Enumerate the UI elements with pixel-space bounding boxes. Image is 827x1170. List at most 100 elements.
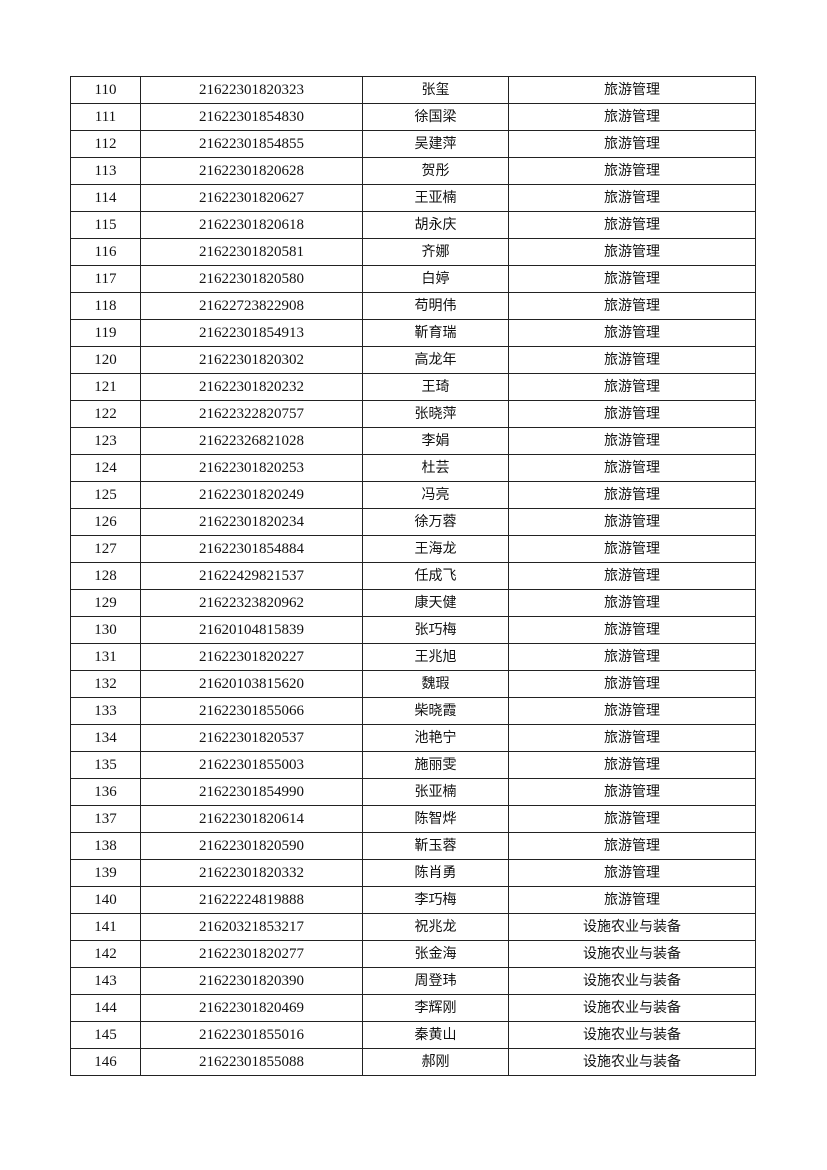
student-id-cell: 21622301820628 <box>140 157 363 185</box>
student-id-cell: 21620103815620 <box>140 670 363 698</box>
student-id-cell: 21622301855066 <box>140 697 363 725</box>
student-id-cell: 21620104815839 <box>140 616 363 644</box>
table-row: 132 21620103815620 魏瑕 旅游管理 <box>70 670 756 698</box>
student-id-cell: 21622301820249 <box>140 481 363 509</box>
major-cell: 旅游管理 <box>508 832 756 860</box>
student-name-cell: 康天健 <box>362 589 509 617</box>
student-id-cell: 21622224819888 <box>140 886 363 914</box>
row-number-cell: 137 <box>70 805 141 833</box>
student-name-cell: 王海龙 <box>362 535 509 563</box>
student-id-cell: 21622301820627 <box>140 184 363 212</box>
row-number-cell: 120 <box>70 346 141 374</box>
table-row: 136 21622301854990 张亚楠 旅游管理 <box>70 778 756 806</box>
table-row: 129 21622323820962 康天健 旅游管理 <box>70 589 756 617</box>
major-cell: 旅游管理 <box>508 643 756 671</box>
major-cell: 旅游管理 <box>508 319 756 347</box>
major-cell: 旅游管理 <box>508 562 756 590</box>
row-number-cell: 118 <box>70 292 141 320</box>
row-number-cell: 142 <box>70 940 141 968</box>
major-cell: 旅游管理 <box>508 157 756 185</box>
student-name-cell: 陈肖勇 <box>362 859 509 887</box>
student-name-cell: 陈智烨 <box>362 805 509 833</box>
table-row: 117 21622301820580 白婷 旅游管理 <box>70 265 756 293</box>
major-cell: 旅游管理 <box>508 886 756 914</box>
major-cell: 旅游管理 <box>508 751 756 779</box>
major-cell: 旅游管理 <box>508 805 756 833</box>
row-number-cell: 114 <box>70 184 141 212</box>
student-name-cell: 张玺 <box>362 76 509 104</box>
major-cell: 旅游管理 <box>508 292 756 320</box>
student-name-cell: 靳玉蓉 <box>362 832 509 860</box>
table-row: 128 21622429821537 任成飞 旅游管理 <box>70 562 756 590</box>
major-cell: 旅游管理 <box>508 130 756 158</box>
major-cell: 旅游管理 <box>508 103 756 131</box>
major-cell: 旅游管理 <box>508 670 756 698</box>
table-row: 120 21622301820302 高龙年 旅游管理 <box>70 346 756 374</box>
row-number-cell: 121 <box>70 373 141 401</box>
student-name-cell: 张晓萍 <box>362 400 509 428</box>
row-number-cell: 146 <box>70 1048 141 1076</box>
row-number-cell: 113 <box>70 157 141 185</box>
student-id-cell: 21622301820537 <box>140 724 363 752</box>
student-name-cell: 任成飞 <box>362 562 509 590</box>
student-name-cell: 吴建萍 <box>362 130 509 158</box>
student-name-cell: 苟明伟 <box>362 292 509 320</box>
major-cell: 旅游管理 <box>508 616 756 644</box>
student-id-cell: 21622301820277 <box>140 940 363 968</box>
student-name-cell: 柴晓霞 <box>362 697 509 725</box>
row-number-cell: 124 <box>70 454 141 482</box>
row-number-cell: 135 <box>70 751 141 779</box>
major-cell: 旅游管理 <box>508 589 756 617</box>
student-name-cell: 杜芸 <box>362 454 509 482</box>
row-number-cell: 111 <box>70 103 141 131</box>
student-name-cell: 施丽雯 <box>362 751 509 779</box>
student-id-cell: 21622301820614 <box>140 805 363 833</box>
student-id-cell: 21622301854855 <box>140 130 363 158</box>
row-number-cell: 127 <box>70 535 141 563</box>
table-row: 121 21622301820232 王琦 旅游管理 <box>70 373 756 401</box>
table-row: 146 21622301855088 郝刚 设施农业与装备 <box>70 1048 756 1076</box>
student-id-cell: 21622301854830 <box>140 103 363 131</box>
table-row: 114 21622301820627 王亚楠 旅游管理 <box>70 184 756 212</box>
row-number-cell: 129 <box>70 589 141 617</box>
major-cell: 旅游管理 <box>508 427 756 455</box>
major-cell: 旅游管理 <box>508 508 756 536</box>
row-number-cell: 139 <box>70 859 141 887</box>
major-cell: 设施农业与装备 <box>508 940 756 968</box>
row-number-cell: 140 <box>70 886 141 914</box>
student-name-cell: 高龙年 <box>362 346 509 374</box>
major-cell: 旅游管理 <box>508 697 756 725</box>
table-row: 142 21622301820277 张金海 设施农业与装备 <box>70 940 756 968</box>
table-row: 145 21622301855016 秦黄山 设施农业与装备 <box>70 1021 756 1049</box>
student-id-cell: 21622301820253 <box>140 454 363 482</box>
row-number-cell: 112 <box>70 130 141 158</box>
student-id-cell: 21622301855016 <box>140 1021 363 1049</box>
student-id-cell: 21622301855088 <box>140 1048 363 1076</box>
major-cell: 设施农业与装备 <box>508 994 756 1022</box>
major-cell: 设施农业与装备 <box>508 1048 756 1076</box>
table-row: 111 21622301854830 徐国梁 旅游管理 <box>70 103 756 131</box>
student-name-cell: 徐万蓉 <box>362 508 509 536</box>
student-id-cell: 21622723822908 <box>140 292 363 320</box>
student-name-cell: 王亚楠 <box>362 184 509 212</box>
table-row: 138 21622301820590 靳玉蓉 旅游管理 <box>70 832 756 860</box>
student-id-cell: 21620321853217 <box>140 913 363 941</box>
student-id-cell: 21622429821537 <box>140 562 363 590</box>
student-name-cell: 李娟 <box>362 427 509 455</box>
major-cell: 旅游管理 <box>508 481 756 509</box>
student-id-cell: 21622301820332 <box>140 859 363 887</box>
student-id-cell: 21622301854913 <box>140 319 363 347</box>
student-id-cell: 21622301820232 <box>140 373 363 401</box>
table-row: 133 21622301855066 柴晓霞 旅游管理 <box>70 697 756 725</box>
row-number-cell: 132 <box>70 670 141 698</box>
major-cell: 旅游管理 <box>508 265 756 293</box>
student-id-cell: 21622301854884 <box>140 535 363 563</box>
table-row: 124 21622301820253 杜芸 旅游管理 <box>70 454 756 482</box>
student-id-cell: 21622301820302 <box>140 346 363 374</box>
row-number-cell: 141 <box>70 913 141 941</box>
major-cell: 旅游管理 <box>508 238 756 266</box>
major-cell: 旅游管理 <box>508 373 756 401</box>
table-row: 116 21622301820581 齐娜 旅游管理 <box>70 238 756 266</box>
student-name-cell: 张金海 <box>362 940 509 968</box>
table-row: 118 21622723822908 苟明伟 旅游管理 <box>70 292 756 320</box>
